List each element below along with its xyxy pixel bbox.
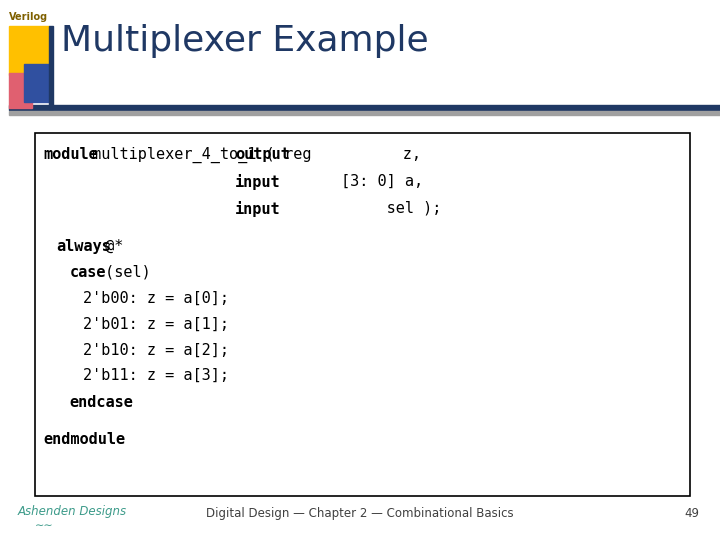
Text: multiplexer_4_to_1 (: multiplexer_4_to_1 ( — [83, 147, 284, 163]
Text: @*: @* — [96, 239, 124, 254]
Text: Verilog: Verilog — [9, 12, 48, 22]
Text: input: input — [235, 201, 281, 217]
Text: input: input — [235, 174, 281, 190]
Bar — [9, 111, 720, 115]
Text: 49: 49 — [685, 507, 700, 519]
Text: [3: 0] a,: [3: 0] a, — [269, 174, 423, 189]
Text: Digital Design — Chapter 2 — Combinational Basics: Digital Design — Chapter 2 — Combination… — [206, 507, 514, 519]
Bar — [9, 105, 720, 110]
Bar — [9, 73, 32, 108]
Text: 2'b10: z = a[2];: 2'b10: z = a[2]; — [83, 342, 229, 357]
Bar — [49, 26, 53, 109]
Bar — [9, 26, 49, 75]
Text: sel );: sel ); — [269, 201, 442, 216]
Text: (sel): (sel) — [96, 265, 151, 280]
FancyBboxPatch shape — [35, 133, 690, 496]
Text: 2'b01: z = a[1];: 2'b01: z = a[1]; — [83, 316, 229, 332]
Text: endmodule: endmodule — [43, 432, 125, 447]
Text: case: case — [70, 265, 106, 280]
Bar — [24, 64, 51, 102]
Text: 2'b00: z = a[0];: 2'b00: z = a[0]; — [83, 291, 229, 306]
Text: 2'b11: z = a[3];: 2'b11: z = a[3]; — [83, 368, 229, 383]
Text: module: module — [43, 147, 98, 162]
Text: always: always — [56, 239, 111, 254]
Text: output: output — [235, 147, 290, 162]
Text: reg          z,: reg z, — [275, 147, 421, 162]
Text: endcase: endcase — [70, 395, 134, 410]
Text: Multiplexer Example: Multiplexer Example — [61, 24, 429, 58]
Text: ∼∼: ∼∼ — [35, 521, 53, 531]
Text: Ashenden Designs: Ashenden Designs — [18, 505, 127, 518]
